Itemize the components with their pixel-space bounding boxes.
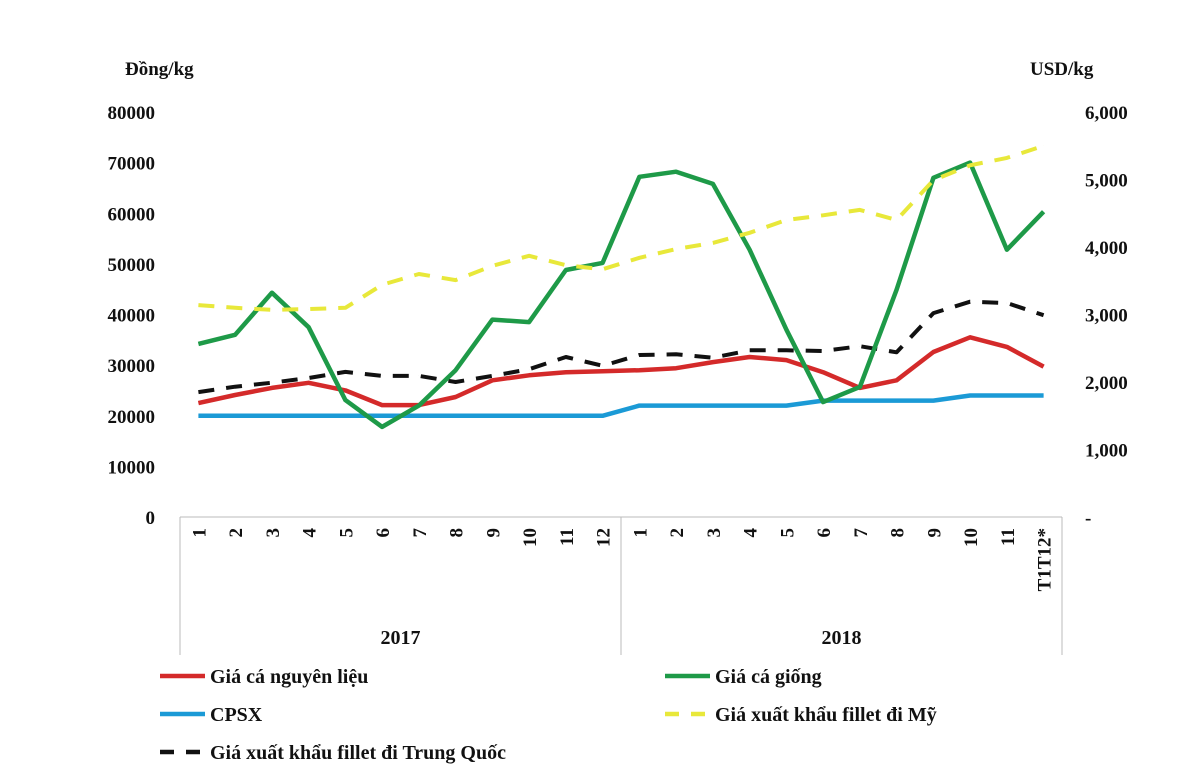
x-tick-label: 9 xyxy=(483,528,504,538)
right-y-tick-label: 3,000 xyxy=(1085,306,1128,327)
left-y-tick-label: 0 xyxy=(146,508,156,529)
legend-label: Giá cá nguyên liệu xyxy=(210,666,368,688)
x-tick-label: 5 xyxy=(777,528,798,538)
right-y-tick-label: 6,000 xyxy=(1085,103,1128,124)
x-tick-label: 5 xyxy=(336,528,357,538)
right-y-tick-label: - xyxy=(1085,508,1091,529)
x-tick-label: 7 xyxy=(851,528,872,538)
x-tick-label: 8 xyxy=(888,528,909,538)
left-y-tick-label: 40000 xyxy=(108,306,156,327)
series-line-4 xyxy=(198,299,1045,395)
left-y-tick-label: 60000 xyxy=(108,204,156,225)
group-label: 2017 xyxy=(381,627,421,649)
left-y-tick-label: 20000 xyxy=(108,407,156,428)
left-axis-unit-label: Đồng/kg xyxy=(125,59,194,80)
x-tick-label: 4 xyxy=(300,528,321,538)
x-tick-label: 4 xyxy=(741,528,762,538)
x-tick-label: 8 xyxy=(447,528,468,538)
x-tick-label: 3 xyxy=(704,528,725,538)
x-tick-label: 11 xyxy=(557,528,578,546)
x-tick-label: 2 xyxy=(226,528,247,538)
x-tick-label: 10 xyxy=(961,528,982,547)
left-y-tick-label: 70000 xyxy=(108,154,156,175)
legend-label: Giá xuất khẩu fillet đi Trung Quốc xyxy=(210,742,506,764)
left-y-tick-label: 10000 xyxy=(108,457,156,478)
left-y-tick-label: 30000 xyxy=(108,356,156,377)
x-tick-label: T1T12* xyxy=(1035,528,1056,591)
legend-label: Giá xuất khẩu fillet đi Mỹ xyxy=(715,704,937,726)
right-y-tick-label: 5,000 xyxy=(1085,171,1128,192)
legend-label: CPSX xyxy=(210,704,263,726)
x-tick-label: 2 xyxy=(667,528,688,538)
series-line-0 xyxy=(197,335,1045,408)
x-tick-label: 9 xyxy=(924,528,945,538)
right-y-tick-label: 1,000 xyxy=(1085,441,1128,462)
series-line-1 xyxy=(197,160,1046,430)
series-line-2 xyxy=(198,393,1044,419)
right-y-tick-label: 4,000 xyxy=(1085,238,1128,259)
x-tick-label: 10 xyxy=(520,528,541,547)
left-y-tick-label: 80000 xyxy=(108,103,156,124)
x-tick-label: 12 xyxy=(594,528,615,547)
legend-label: Giá cá giống xyxy=(715,666,822,688)
group-label: 2018 xyxy=(822,627,862,649)
x-tick-label: 1 xyxy=(189,528,210,538)
x-tick-label: 6 xyxy=(814,528,835,538)
x-tick-label: 3 xyxy=(263,528,284,538)
right-axis-unit-label: USD/kg xyxy=(1030,59,1094,80)
x-tick-label: 1 xyxy=(630,528,651,538)
right-y-tick-label: 2,000 xyxy=(1085,373,1128,394)
series-line-3 xyxy=(198,143,1045,312)
left-y-tick-label: 50000 xyxy=(108,255,156,276)
x-tick-label: 7 xyxy=(410,528,431,538)
x-tick-label: 6 xyxy=(373,528,394,538)
x-tick-label: 11 xyxy=(998,528,1019,546)
